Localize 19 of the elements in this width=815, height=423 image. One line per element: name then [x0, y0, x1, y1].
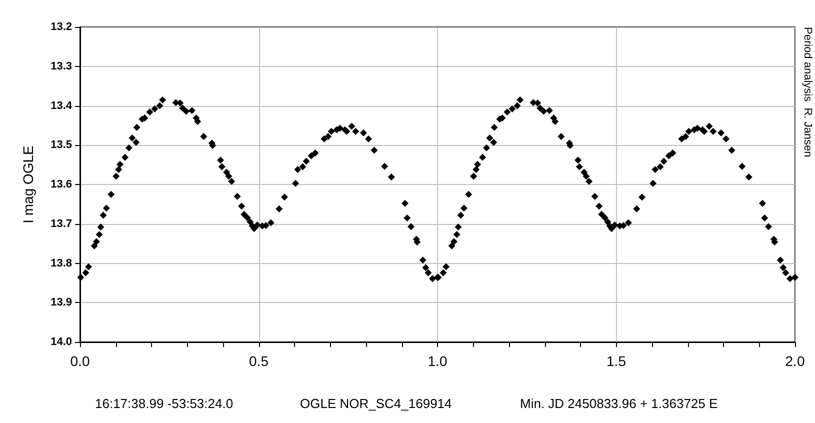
y-tick-label: 13.5 — [50, 139, 72, 152]
x-tick-label: 0.5 — [249, 353, 269, 369]
x-tick-label: 1.0 — [428, 353, 448, 369]
y-tick-label: 13.7 — [50, 218, 72, 230]
y-tick-label: 14.0 — [50, 336, 72, 348]
y-tick-label: 13.2 — [50, 21, 72, 33]
y-tick-label: 13.8 — [50, 257, 72, 270]
x-tick-label: 0.0 — [70, 353, 90, 369]
y-tick-label: 13.3 — [50, 60, 72, 72]
y-tick-label: 13.4 — [50, 100, 73, 112]
y-axis-title: I mag OGLE — [20, 146, 36, 224]
y-tick-label: 13.6 — [50, 178, 72, 190]
x-tick-label: 1.5 — [606, 353, 626, 369]
text: Period analysis R. Jansen — [802, 27, 814, 158]
text: 16:17:38.99 -53:53:24.0 — [95, 396, 234, 411]
text: Min. JD 2450833.96 + 1.363725 E — [520, 396, 718, 411]
text: OGLE NOR_SC4_169914 — [300, 396, 452, 411]
x-tick-label: 2.0 — [785, 353, 805, 369]
y-tick-label: 13.9 — [50, 296, 72, 309]
